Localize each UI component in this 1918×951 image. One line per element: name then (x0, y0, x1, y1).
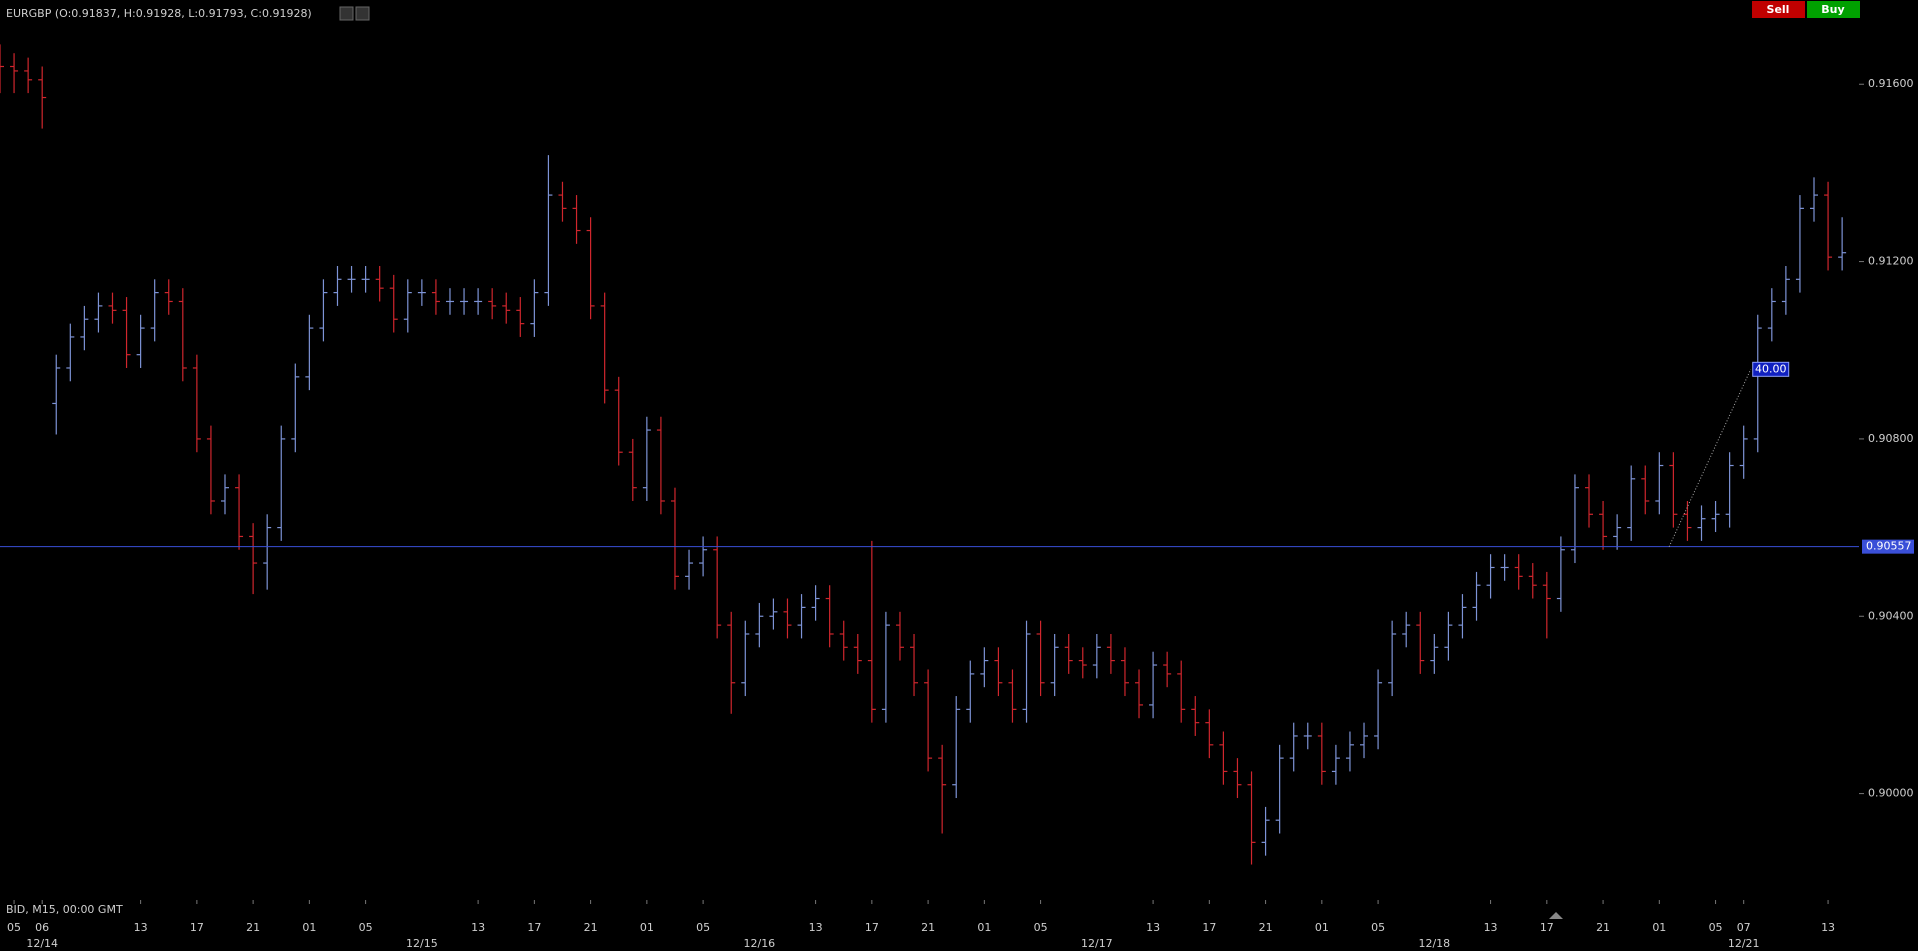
buy-button[interactable]: Buy (1807, 1, 1860, 18)
x-tick-label: 01 (1315, 921, 1329, 934)
x-tick-label: 13 (1146, 921, 1160, 934)
x-tick-label: 21 (584, 921, 598, 934)
x-tick-label: 13 (134, 921, 148, 934)
x-tick-label: 05 (1371, 921, 1385, 934)
trend-label: 40.00 (1755, 362, 1787, 375)
sell-button-bg[interactable] (1752, 1, 1805, 18)
x-tick-label: 17 (1202, 921, 1216, 934)
x-tick-label: 05 (7, 921, 21, 934)
x-tick-label: 21 (246, 921, 260, 934)
chart-title: EURGBP (O:0.91837, H:0.91928, L:0.91793,… (6, 7, 312, 20)
date-tick-label: 12/16 (743, 937, 775, 950)
buy-button-bg[interactable] (1807, 1, 1860, 18)
x-tick-label: 05 (696, 921, 710, 934)
x-tick-label: 05 (359, 921, 373, 934)
x-tick-label: 21 (921, 921, 935, 934)
x-tick-label: 01 (977, 921, 991, 934)
buy-label[interactable]: Buy (1821, 3, 1844, 16)
x-tick-label: 05 (1709, 921, 1723, 934)
date-tick-label: 12/18 (1418, 937, 1450, 950)
x-tick-label: 05 (1034, 921, 1048, 934)
date-tick-label: 12/17 (1081, 937, 1113, 950)
date-tick-label: 12/14 (26, 937, 58, 950)
settings-icon[interactable] (339, 6, 354, 21)
x-tick-label: 13 (809, 921, 823, 934)
sell-button[interactable]: Sell (1752, 1, 1805, 18)
x-tick-label: 13 (1821, 921, 1835, 934)
x-tick-label: 17 (1540, 921, 1554, 934)
price-info: BID, M15, 00:00 GMT (6, 903, 123, 916)
x-tick-label: 17 (190, 921, 204, 934)
x-tick-label: 17 (865, 921, 879, 934)
x-tick-label: 21 (1259, 921, 1273, 934)
x-tick-label: 01 (302, 921, 316, 934)
level-label: 0.90557 (1866, 540, 1912, 553)
y-tick-label: 0.90000 (1868, 787, 1914, 800)
x-tick-label: 13 (471, 921, 485, 934)
level-label-bg (1862, 539, 1914, 554)
sell-label[interactable]: Sell (1767, 3, 1790, 16)
trend-label-bg (1752, 361, 1790, 377)
x-tick-label: 01 (1652, 921, 1666, 934)
y-tick-label: 0.90800 (1868, 432, 1914, 445)
x-tick-label: 17 (527, 921, 541, 934)
date-tick-label: 12/15 (406, 937, 438, 950)
y-tick-label: 0.90400 (1868, 609, 1914, 622)
x-tick-label: 21 (1596, 921, 1610, 934)
y-tick-label: 0.91200 (1868, 255, 1914, 268)
x-tick-label: 06 (35, 921, 49, 934)
x-tick-label: 01 (640, 921, 654, 934)
y-tick-label: 0.91600 (1868, 77, 1914, 90)
x-tick-label: 13 (1484, 921, 1498, 934)
trend-line (1668, 369, 1752, 547)
close-icon[interactable] (355, 6, 370, 21)
scroll-marker[interactable] (1549, 912, 1563, 919)
x-tick-label: 07 (1737, 921, 1751, 934)
date-tick-label: 12/21 (1728, 937, 1760, 950)
